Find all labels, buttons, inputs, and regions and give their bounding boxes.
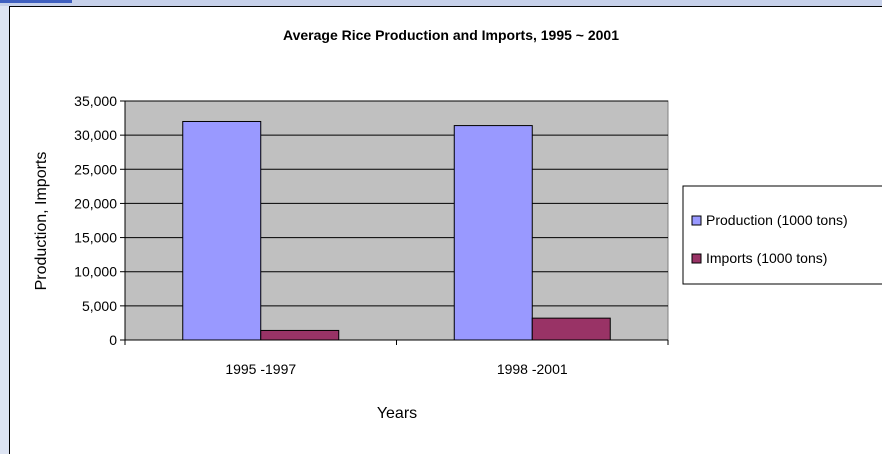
axes [120, 100, 669, 345]
x-tick-labels: 1995 -1997 1998 -2001 [225, 361, 568, 377]
y-tick-label: 10,000 [74, 264, 117, 280]
bar-imports-1 [531, 317, 611, 341]
y-tick-labels: 0 5,000 10,000 15,000 20,000 25,000 30,000 35,0… [74, 93, 117, 348]
top-strip [0, 0, 882, 6]
top-accent-bar [0, 0, 72, 3]
bars [182, 120, 611, 341]
legend-swatch-imports [691, 253, 702, 264]
legend-label-production: Production (1000 tons) [706, 212, 848, 228]
x-tick-label: 1998 -2001 [497, 361, 568, 377]
bar-production-0 [182, 120, 262, 341]
y-axis-label: Production, Imports [33, 152, 50, 291]
bar-production-1 [453, 125, 533, 341]
y-tick-label: 35,000 [74, 93, 117, 109]
y-tick-label: 15,000 [74, 230, 117, 246]
bar-imports-0 [260, 329, 340, 341]
y-tick-label: 25,000 [74, 161, 117, 177]
x-axis-label: Years [377, 405, 417, 422]
y-tick-label: 5,000 [82, 298, 117, 314]
y-tick-label: 20,000 [74, 195, 117, 211]
legend-label-imports: Imports (1000 tons) [706, 250, 827, 266]
x-tick-label: 1995 -1997 [225, 361, 296, 377]
legend-swatch-production [691, 215, 702, 226]
chart-title: Average Rice Production and Imports, 199… [283, 27, 619, 43]
y-tick-label: 30,000 [74, 127, 117, 143]
legend-box [682, 185, 882, 285]
y-tick-label: 0 [109, 332, 117, 348]
legend: Production (1000 tons) Imports (1000 tons… [682, 185, 882, 285]
